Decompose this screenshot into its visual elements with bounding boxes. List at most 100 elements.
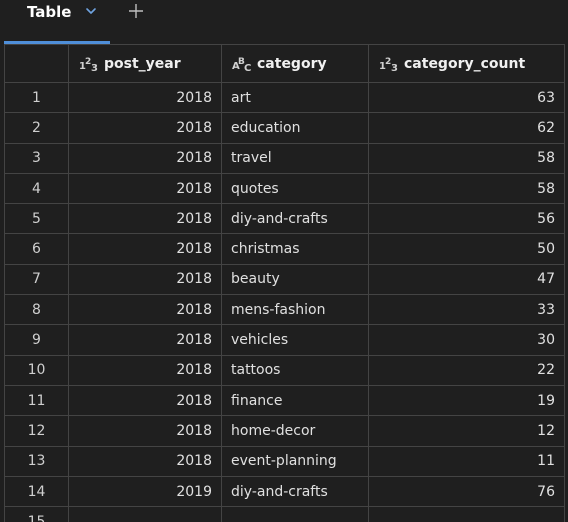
cell-category[interactable]: tattoos [221, 354, 369, 386]
table-row[interactable]: 4 2018 quotes 58 [4, 172, 565, 205]
row-index: 4 [4, 172, 69, 205]
cell-post-year[interactable]: 2018 [68, 81, 222, 114]
row-index: 11 [4, 384, 69, 417]
table-row[interactable]: 12 2018 home-decor 12 [4, 415, 565, 447]
tab-label: Table [27, 3, 72, 21]
cell-category[interactable]: beauty [221, 263, 369, 296]
cell-category-count[interactable] [368, 506, 565, 522]
numeric-type-icon: 1 2 3 [79, 57, 98, 72]
table-row[interactable]: 13 2018 event-planning 11 [4, 445, 565, 477]
cell-category-count[interactable]: 30 [368, 324, 565, 356]
column-header-label: category [257, 55, 327, 72]
column-header-label: post_year [104, 55, 181, 72]
cell-post-year[interactable]: 2018 [68, 112, 222, 144]
cell-category-count[interactable]: 50 [368, 233, 565, 265]
header-row: 1 2 3 post_year A B C categ [4, 44, 565, 83]
cell-category-count[interactable]: 19 [368, 384, 565, 417]
table-row[interactable]: 6 2018 christmas 50 [4, 233, 565, 265]
cell-category[interactable]: christmas [221, 233, 369, 265]
row-index: 5 [4, 203, 69, 235]
row-index: 10 [4, 354, 69, 386]
cell-category-count[interactable]: 33 [368, 294, 565, 326]
cell-post-year[interactable]: 2018 [68, 415, 222, 447]
cell-category[interactable]: home-decor [221, 415, 369, 447]
cell-category[interactable]: quotes [221, 172, 369, 205]
cell-category[interactable]: finance [221, 384, 369, 417]
row-index: 2 [4, 112, 69, 144]
chevron-down-icon[interactable] [84, 4, 98, 18]
row-index: 7 [4, 263, 69, 296]
cell-post-year[interactable]: 2018 [68, 203, 222, 235]
table-row[interactable]: 8 2018 mens-fashion 33 [4, 294, 565, 326]
column-header-post-year[interactable]: 1 2 3 post_year [68, 44, 222, 83]
column-header-label: category_count [404, 55, 526, 72]
svg-text:3: 3 [391, 63, 398, 72]
cell-post-year[interactable] [68, 506, 222, 522]
cell-category[interactable] [221, 506, 369, 522]
cell-category[interactable]: travel [221, 142, 369, 174]
cell-post-year[interactable]: 2018 [68, 263, 222, 296]
cell-post-year[interactable]: 2018 [68, 142, 222, 174]
row-index: 8 [4, 294, 69, 326]
table-row[interactable]: 10 2018 tattoos 22 [4, 354, 565, 386]
string-type-icon: A B C [232, 57, 251, 72]
results-grid: 1 2 3 post_year A B C categ [4, 44, 568, 522]
svg-text:1: 1 [379, 61, 386, 72]
table-row[interactable]: 2 2018 education 62 [4, 112, 565, 144]
cell-category-count[interactable]: 62 [368, 112, 565, 144]
cell-category[interactable]: vehicles [221, 324, 369, 356]
svg-text:2: 2 [85, 57, 91, 67]
cell-post-year[interactable]: 2018 [68, 354, 222, 386]
column-header-category-count[interactable]: 1 2 3 category_count [368, 44, 565, 83]
cell-category-count[interactable]: 63 [368, 81, 565, 114]
row-index: 6 [4, 233, 69, 265]
results-table: 1 2 3 post_year A B C categ [4, 44, 565, 522]
cell-category-count[interactable]: 76 [368, 475, 565, 508]
table-row[interactable]: 5 2018 diy-and-crafts 56 [4, 203, 565, 235]
cell-post-year[interactable]: 2018 [68, 384, 222, 417]
cell-category-count[interactable]: 56 [368, 203, 565, 235]
row-index: 9 [4, 324, 69, 356]
cell-category[interactable]: diy-and-crafts [221, 475, 369, 508]
row-index: 1 [4, 81, 69, 114]
svg-text:2: 2 [385, 57, 391, 67]
row-index: 13 [4, 445, 69, 477]
cell-post-year[interactable]: 2018 [68, 172, 222, 205]
row-index: 12 [4, 415, 69, 447]
table-row[interactable]: 7 2018 beauty 47 [4, 263, 565, 296]
cell-category[interactable]: diy-and-crafts [221, 203, 369, 235]
cell-category-count[interactable]: 47 [368, 263, 565, 296]
table-row[interactable]: 11 2018 finance 19 [4, 384, 565, 417]
cell-post-year[interactable]: 2018 [68, 233, 222, 265]
cell-category-count[interactable]: 12 [368, 415, 565, 447]
svg-text:B: B [238, 57, 245, 67]
cell-post-year[interactable]: 2018 [68, 324, 222, 356]
table-row[interactable]: 3 2018 travel 58 [4, 142, 565, 174]
cell-post-year[interactable]: 2018 [68, 294, 222, 326]
plus-icon[interactable] [127, 2, 145, 20]
cell-category-count[interactable]: 58 [368, 142, 565, 174]
svg-text:3: 3 [91, 63, 98, 72]
cell-category-count[interactable]: 58 [368, 172, 565, 205]
row-index-header [4, 44, 69, 83]
table-row[interactable]: 14 2019 diy-and-crafts 76 [4, 475, 565, 508]
svg-text:1: 1 [79, 61, 86, 72]
table-row[interactable]: 9 2018 vehicles 30 [4, 324, 565, 356]
cell-category-count[interactable]: 11 [368, 445, 565, 477]
row-index: 15 [4, 506, 69, 522]
table-row[interactable]: 1 2018 art 63 [4, 81, 565, 114]
cell-category-count[interactable]: 22 [368, 354, 565, 386]
cell-category[interactable]: art [221, 81, 369, 114]
numeric-type-icon: 1 2 3 [379, 57, 398, 72]
cell-category[interactable]: mens-fashion [221, 294, 369, 326]
cell-post-year[interactable]: 2018 [68, 445, 222, 477]
cell-post-year[interactable]: 2019 [68, 475, 222, 508]
svg-text:A: A [232, 61, 240, 72]
row-index: 14 [4, 475, 69, 508]
tab-bar: Table [0, 0, 568, 44]
cell-category[interactable]: event-planning [221, 445, 369, 477]
table-row[interactable]: 15 [4, 506, 565, 522]
column-header-category[interactable]: A B C category [221, 44, 369, 83]
cell-category[interactable]: education [221, 112, 369, 144]
tab-table[interactable]: Table [4, 0, 110, 44]
